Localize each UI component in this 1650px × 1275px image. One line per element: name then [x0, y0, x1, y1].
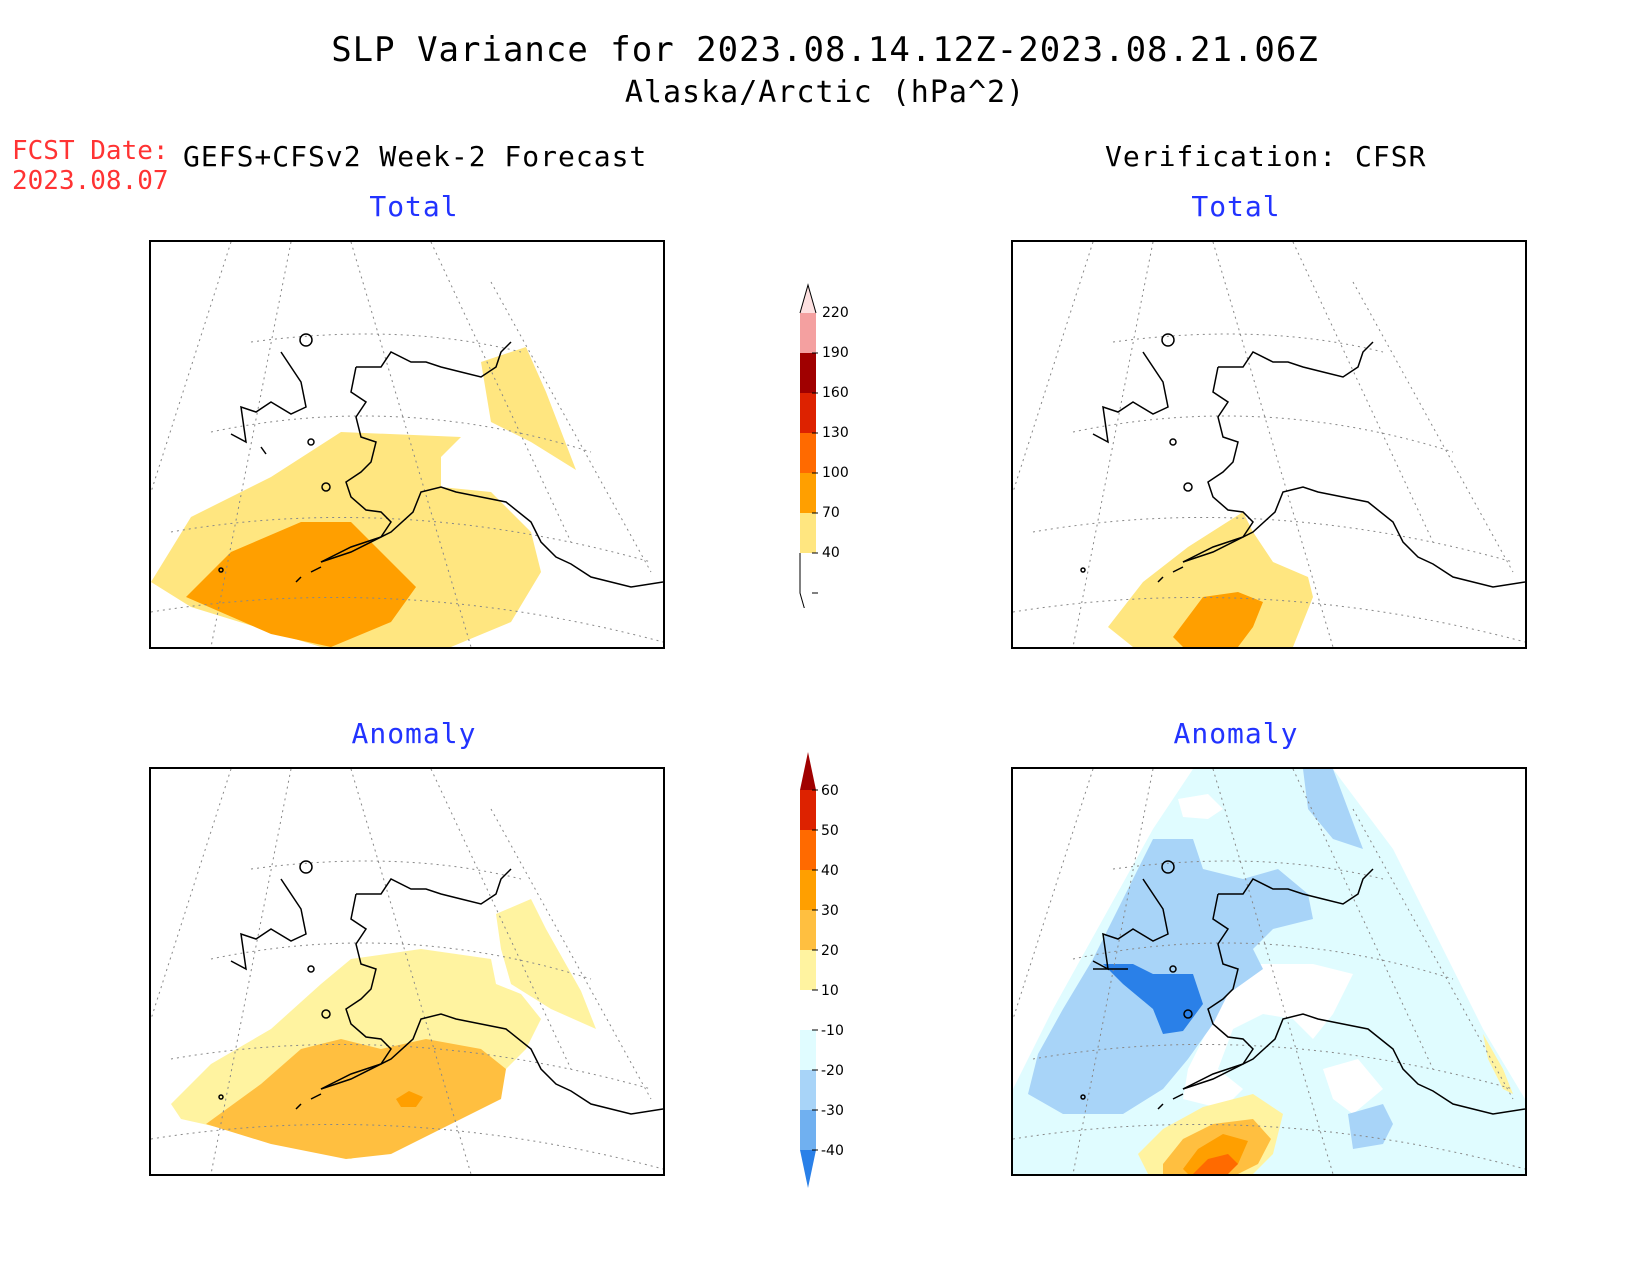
- field-40-50: [1193, 1154, 1238, 1174]
- field-m30-m40: [1103, 964, 1203, 1034]
- field-near-zero: [1323, 1059, 1383, 1114]
- colorbar-label: 160: [822, 385, 849, 401]
- field-m20-m30: [1348, 1104, 1393, 1149]
- colorbar-swatch: [800, 553, 816, 593]
- colorbar-swatch: [800, 870, 816, 910]
- colorbar-swatch: [800, 1110, 816, 1150]
- figure-title: SLP Variance for 2023.08.14.12Z-2023.08.…: [331, 30, 1319, 70]
- colorbar-swatch: [800, 910, 816, 950]
- colorbar-label: 100: [822, 465, 849, 481]
- coastline: [1080, 860, 1525, 1115]
- colorbar-swatch: [800, 473, 816, 513]
- colorbar-label: 40: [822, 545, 840, 561]
- forecast-anomaly-map: [149, 767, 665, 1176]
- colorbar-label: 60: [821, 783, 839, 799]
- colorbar-swatch: [800, 990, 816, 1030]
- field-m20-m30: [1303, 769, 1363, 849]
- colorbar-label: -10: [821, 1023, 844, 1039]
- forecast-total-map: [149, 240, 665, 649]
- colorbar-label: 10: [821, 983, 839, 999]
- colorbar-swatch: [800, 790, 816, 830]
- forecast-anomaly-title: Anomaly: [351, 717, 477, 750]
- colorbar-label: 30: [821, 903, 839, 919]
- colorbar-label: -30: [821, 1103, 844, 1119]
- verification-total-map: [1011, 240, 1527, 649]
- fcst-date-label: FCST Date:: [12, 136, 169, 166]
- field-20-30: [206, 1039, 506, 1159]
- colorbar-top-arrow: [800, 752, 816, 790]
- field-70-100: [186, 522, 416, 647]
- figure-subtitle: Alaska/Arctic (hPa^2): [624, 75, 1026, 110]
- colorbar-swatch: [800, 513, 816, 553]
- graticule: [1013, 769, 1525, 1174]
- colorbar-label: 130: [822, 425, 849, 441]
- field-40-70: [1108, 512, 1313, 647]
- colorbar-swatch: [800, 830, 816, 870]
- colorbar-label: 50: [821, 823, 839, 839]
- graticule: [151, 769, 663, 1174]
- forecast-column-header: GEFS+CFSv2 Week-2 Forecast: [183, 140, 648, 173]
- field-near-zero: [1178, 794, 1223, 819]
- field-10-20: [496, 899, 596, 1029]
- fcst-date: FCST Date: 2023.08.07: [12, 136, 169, 196]
- colorbar-swatch: [800, 1070, 816, 1110]
- field-70-100: [1173, 592, 1263, 647]
- anomaly-colorbar: 60 50 40 30 20 10 -10 -20 -30 -40: [795, 752, 875, 1192]
- coastline: [218, 860, 663, 1115]
- verification-total-title: Total: [1191, 190, 1281, 223]
- colorbar-label: -20: [821, 1063, 844, 1079]
- colorbar-label: 70: [822, 505, 840, 521]
- field-10-20: [1483, 1034, 1513, 1094]
- colorbar-label: 190: [822, 345, 849, 361]
- colorbar-label: 40: [821, 863, 839, 879]
- field-near-zero: [1183, 964, 1353, 1109]
- total-colorbar: 220 190 160 130 100 70 40: [795, 283, 875, 608]
- verification-anomaly-title: Anomaly: [1173, 717, 1299, 750]
- graticule: [151, 242, 663, 647]
- colorbar-label: -40: [821, 1143, 844, 1159]
- coastline: [1080, 333, 1525, 588]
- colorbar-swatch: [800, 433, 816, 473]
- field-40-70: [481, 347, 576, 470]
- fcst-date-value: 2023.08.07: [12, 166, 169, 196]
- colorbar-bottom-arrow: [800, 1150, 816, 1188]
- coastline: [218, 333, 663, 588]
- colorbar-swatch: [800, 353, 816, 393]
- graticule: [1013, 242, 1525, 647]
- colorbar-swatch: [800, 313, 816, 353]
- forecast-total-title: Total: [369, 190, 459, 223]
- colorbar-swatch: [800, 1030, 816, 1070]
- colorbar-swatch: [800, 950, 816, 990]
- colorbar-label: 20: [821, 943, 839, 959]
- verification-anomaly-map: [1011, 767, 1527, 1176]
- colorbar-bottom-arrow: [799, 553, 805, 608]
- field-30-40: [396, 1091, 423, 1107]
- colorbar-label: 220: [822, 305, 849, 321]
- verification-column-header: Verification: CFSR: [1105, 140, 1427, 173]
- colorbar-swatch: [800, 393, 816, 433]
- colorbar-top-arrow: [800, 285, 816, 313]
